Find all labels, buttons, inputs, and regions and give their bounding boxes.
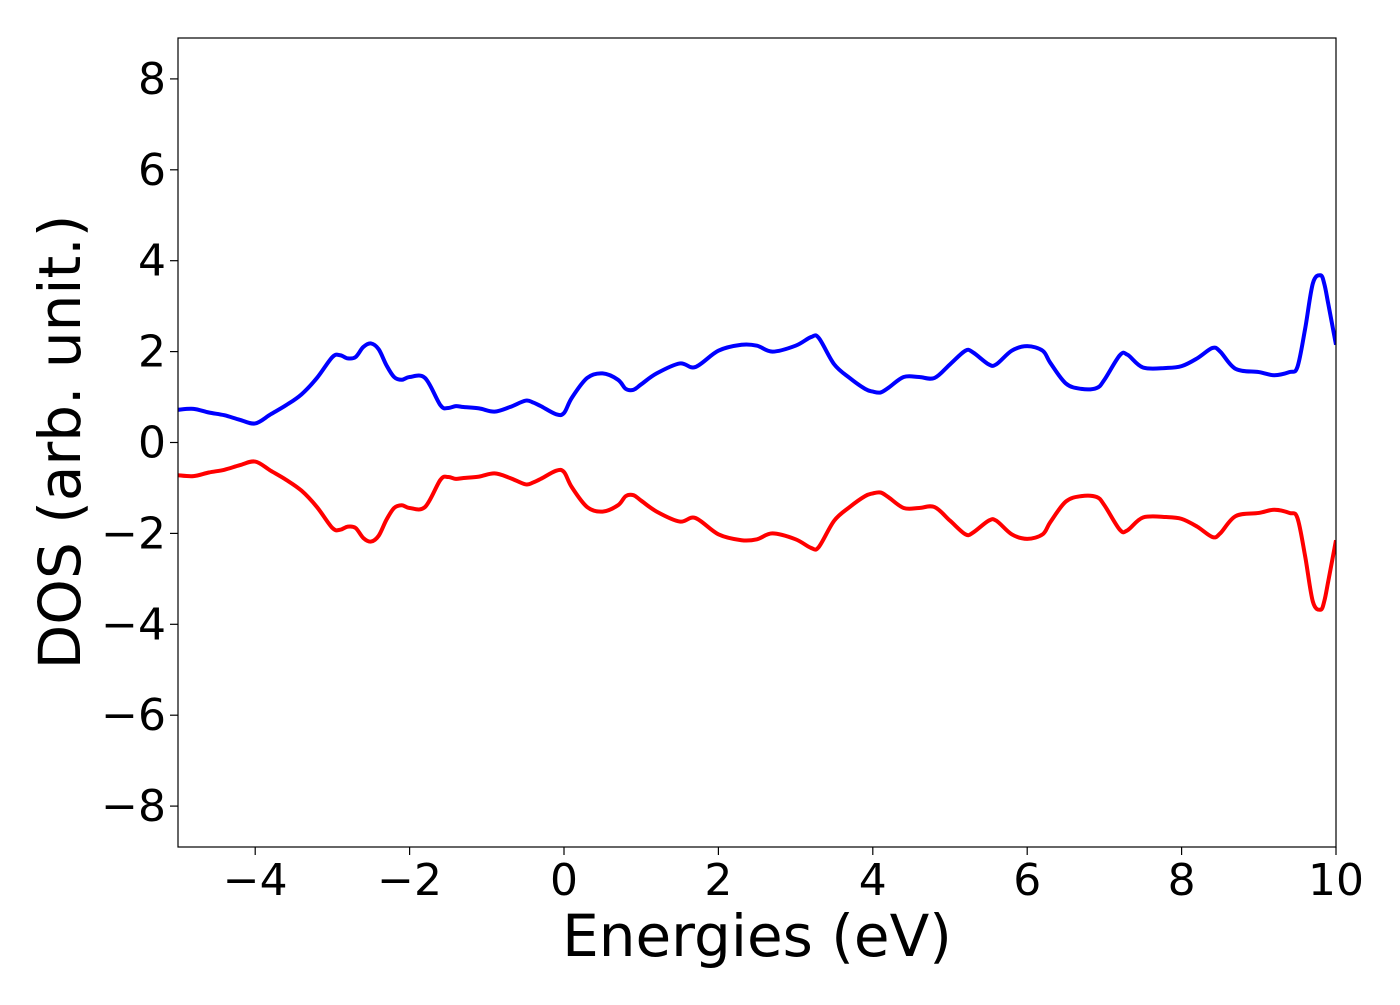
x-tick-label: 10 bbox=[1308, 855, 1364, 906]
y-tick-label: −8 bbox=[101, 781, 166, 832]
x-tick-label: 6 bbox=[1013, 855, 1041, 906]
y-tick-label: −6 bbox=[101, 690, 166, 741]
x-tick-label: 8 bbox=[1168, 855, 1196, 906]
y-tick-label: 8 bbox=[138, 54, 166, 105]
x-tick-label: −4 bbox=[223, 855, 288, 906]
y-tick-label: 2 bbox=[138, 327, 166, 378]
x-tick-label: 4 bbox=[859, 855, 887, 906]
y-tick-label: 0 bbox=[138, 418, 166, 469]
x-axis: −4 −2 0 2 4 6 8 10 bbox=[223, 847, 1364, 906]
y-tick-label: −2 bbox=[101, 508, 166, 559]
x-tick-label: 2 bbox=[704, 855, 732, 906]
series-line-up bbox=[178, 273, 1336, 426]
y-tick-label: −4 bbox=[101, 599, 166, 650]
x-tick-label: 0 bbox=[550, 855, 578, 906]
series-layer bbox=[178, 273, 1336, 612]
y-tick-label: 4 bbox=[138, 236, 166, 287]
y-axis-label: DOS (arb. unit.) bbox=[26, 215, 94, 670]
y-axis: 8 6 4 2 0 −2 −4 −6 −8 bbox=[101, 54, 178, 832]
x-axis-label: Energies (eV) bbox=[562, 902, 952, 970]
series-line-down bbox=[178, 459, 1336, 612]
plot-frame bbox=[177, 37, 1337, 848]
y-tick-label: 6 bbox=[138, 145, 166, 196]
x-tick-label: −2 bbox=[377, 855, 442, 906]
